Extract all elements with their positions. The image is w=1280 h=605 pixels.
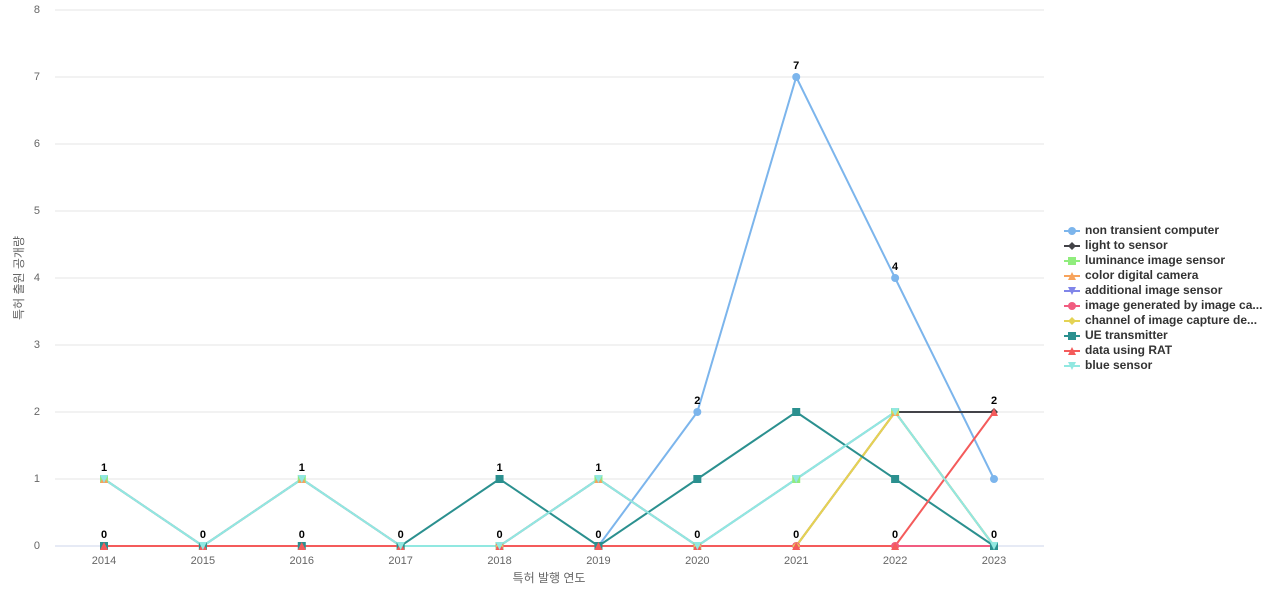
series-line — [104, 411, 995, 547]
point — [693, 408, 702, 416]
data-label: 0 — [793, 529, 799, 541]
x-tick-label: 2021 — [784, 555, 808, 567]
x-tick-label: 2016 — [290, 555, 314, 567]
data-label: 0 — [892, 529, 898, 541]
data-label: 0 — [200, 529, 206, 541]
y-tick-label: 4 — [34, 272, 40, 284]
x-axis-title: 특허 발행 연도 — [513, 570, 586, 585]
y-axis-title: 특허 출원 공개량 — [12, 236, 26, 320]
legend-label: light to sensor — [1085, 238, 1168, 252]
point — [594, 475, 603, 483]
data-label: 0 — [496, 529, 502, 541]
data-label: 0 — [694, 529, 700, 541]
data-label: 2 — [694, 395, 700, 407]
point — [495, 542, 504, 550]
data-label: 7 — [793, 60, 799, 72]
y-tick-label: 2 — [34, 406, 40, 418]
y-tick-label: 8 — [34, 4, 40, 16]
legend-label: luminance image sensor — [1085, 253, 1225, 267]
data-label: 0 — [101, 529, 107, 541]
x-tick-label: 2018 — [487, 555, 511, 567]
data-label: 2 — [991, 395, 997, 407]
point — [100, 475, 108, 483]
legend-marker — [1068, 287, 1076, 295]
y-tick-label: 1 — [34, 473, 40, 485]
point — [396, 542, 405, 550]
legend-label: UE transmitter — [1085, 328, 1168, 342]
x-tick-label: 2022 — [883, 555, 907, 567]
data-label: 1 — [101, 462, 107, 474]
point — [792, 542, 801, 550]
point — [792, 475, 801, 483]
y-tick-label: 3 — [34, 339, 40, 351]
point — [693, 542, 702, 550]
point — [891, 475, 900, 483]
point — [100, 542, 108, 550]
x-tick-label: 2023 — [982, 555, 1006, 567]
point — [198, 542, 207, 550]
x-tick-label: 2015 — [191, 555, 215, 567]
point — [891, 542, 900, 550]
y-tick-label: 6 — [34, 138, 40, 150]
point — [891, 408, 900, 416]
y-tick-label: 7 — [34, 71, 40, 83]
point — [693, 475, 702, 483]
point — [990, 408, 998, 416]
x-tick-label: 2017 — [388, 555, 412, 567]
legend-label: additional image sensor — [1085, 283, 1223, 297]
legend-label: blue sensor — [1085, 358, 1153, 372]
legend-marker — [1068, 242, 1076, 250]
point — [990, 475, 998, 483]
data-label: 0 — [991, 529, 997, 541]
point — [792, 408, 801, 416]
series-line — [103, 410, 995, 548]
legend-label: color digital camera — [1085, 268, 1199, 282]
point — [792, 73, 801, 81]
data-label: 0 — [595, 529, 601, 541]
legend-label: image generated by image ca... — [1085, 298, 1262, 312]
legend-marker — [1068, 257, 1076, 265]
data-label: 1 — [496, 462, 502, 474]
point — [891, 274, 900, 282]
data-label: 1 — [595, 462, 601, 474]
legend-label: non transient computer — [1085, 223, 1219, 237]
point — [990, 542, 998, 550]
legend-marker — [1068, 272, 1076, 280]
legend-marker — [1068, 317, 1076, 325]
point — [297, 475, 306, 483]
legend-label: channel of image capture de... — [1085, 313, 1257, 327]
legend-marker — [1068, 362, 1076, 370]
legend-marker — [1068, 332, 1076, 340]
data-label: 4 — [892, 261, 899, 273]
x-tick-label: 2014 — [92, 555, 116, 567]
point — [495, 475, 504, 483]
series-line — [104, 74, 995, 547]
y-tick-label: 5 — [34, 205, 40, 217]
legend-label: data using RAT — [1085, 343, 1173, 357]
legend-marker — [1068, 302, 1076, 310]
x-tick-label: 2019 — [586, 555, 610, 567]
legend-marker — [1068, 347, 1076, 355]
y-tick-label: 0 — [34, 540, 40, 552]
legend-marker — [1068, 227, 1076, 235]
point — [594, 542, 603, 550]
data-label: 0 — [398, 529, 404, 541]
x-tick-label: 2020 — [685, 555, 709, 567]
point — [297, 542, 306, 550]
data-label: 1 — [299, 462, 305, 474]
data-label: 0 — [299, 529, 305, 541]
